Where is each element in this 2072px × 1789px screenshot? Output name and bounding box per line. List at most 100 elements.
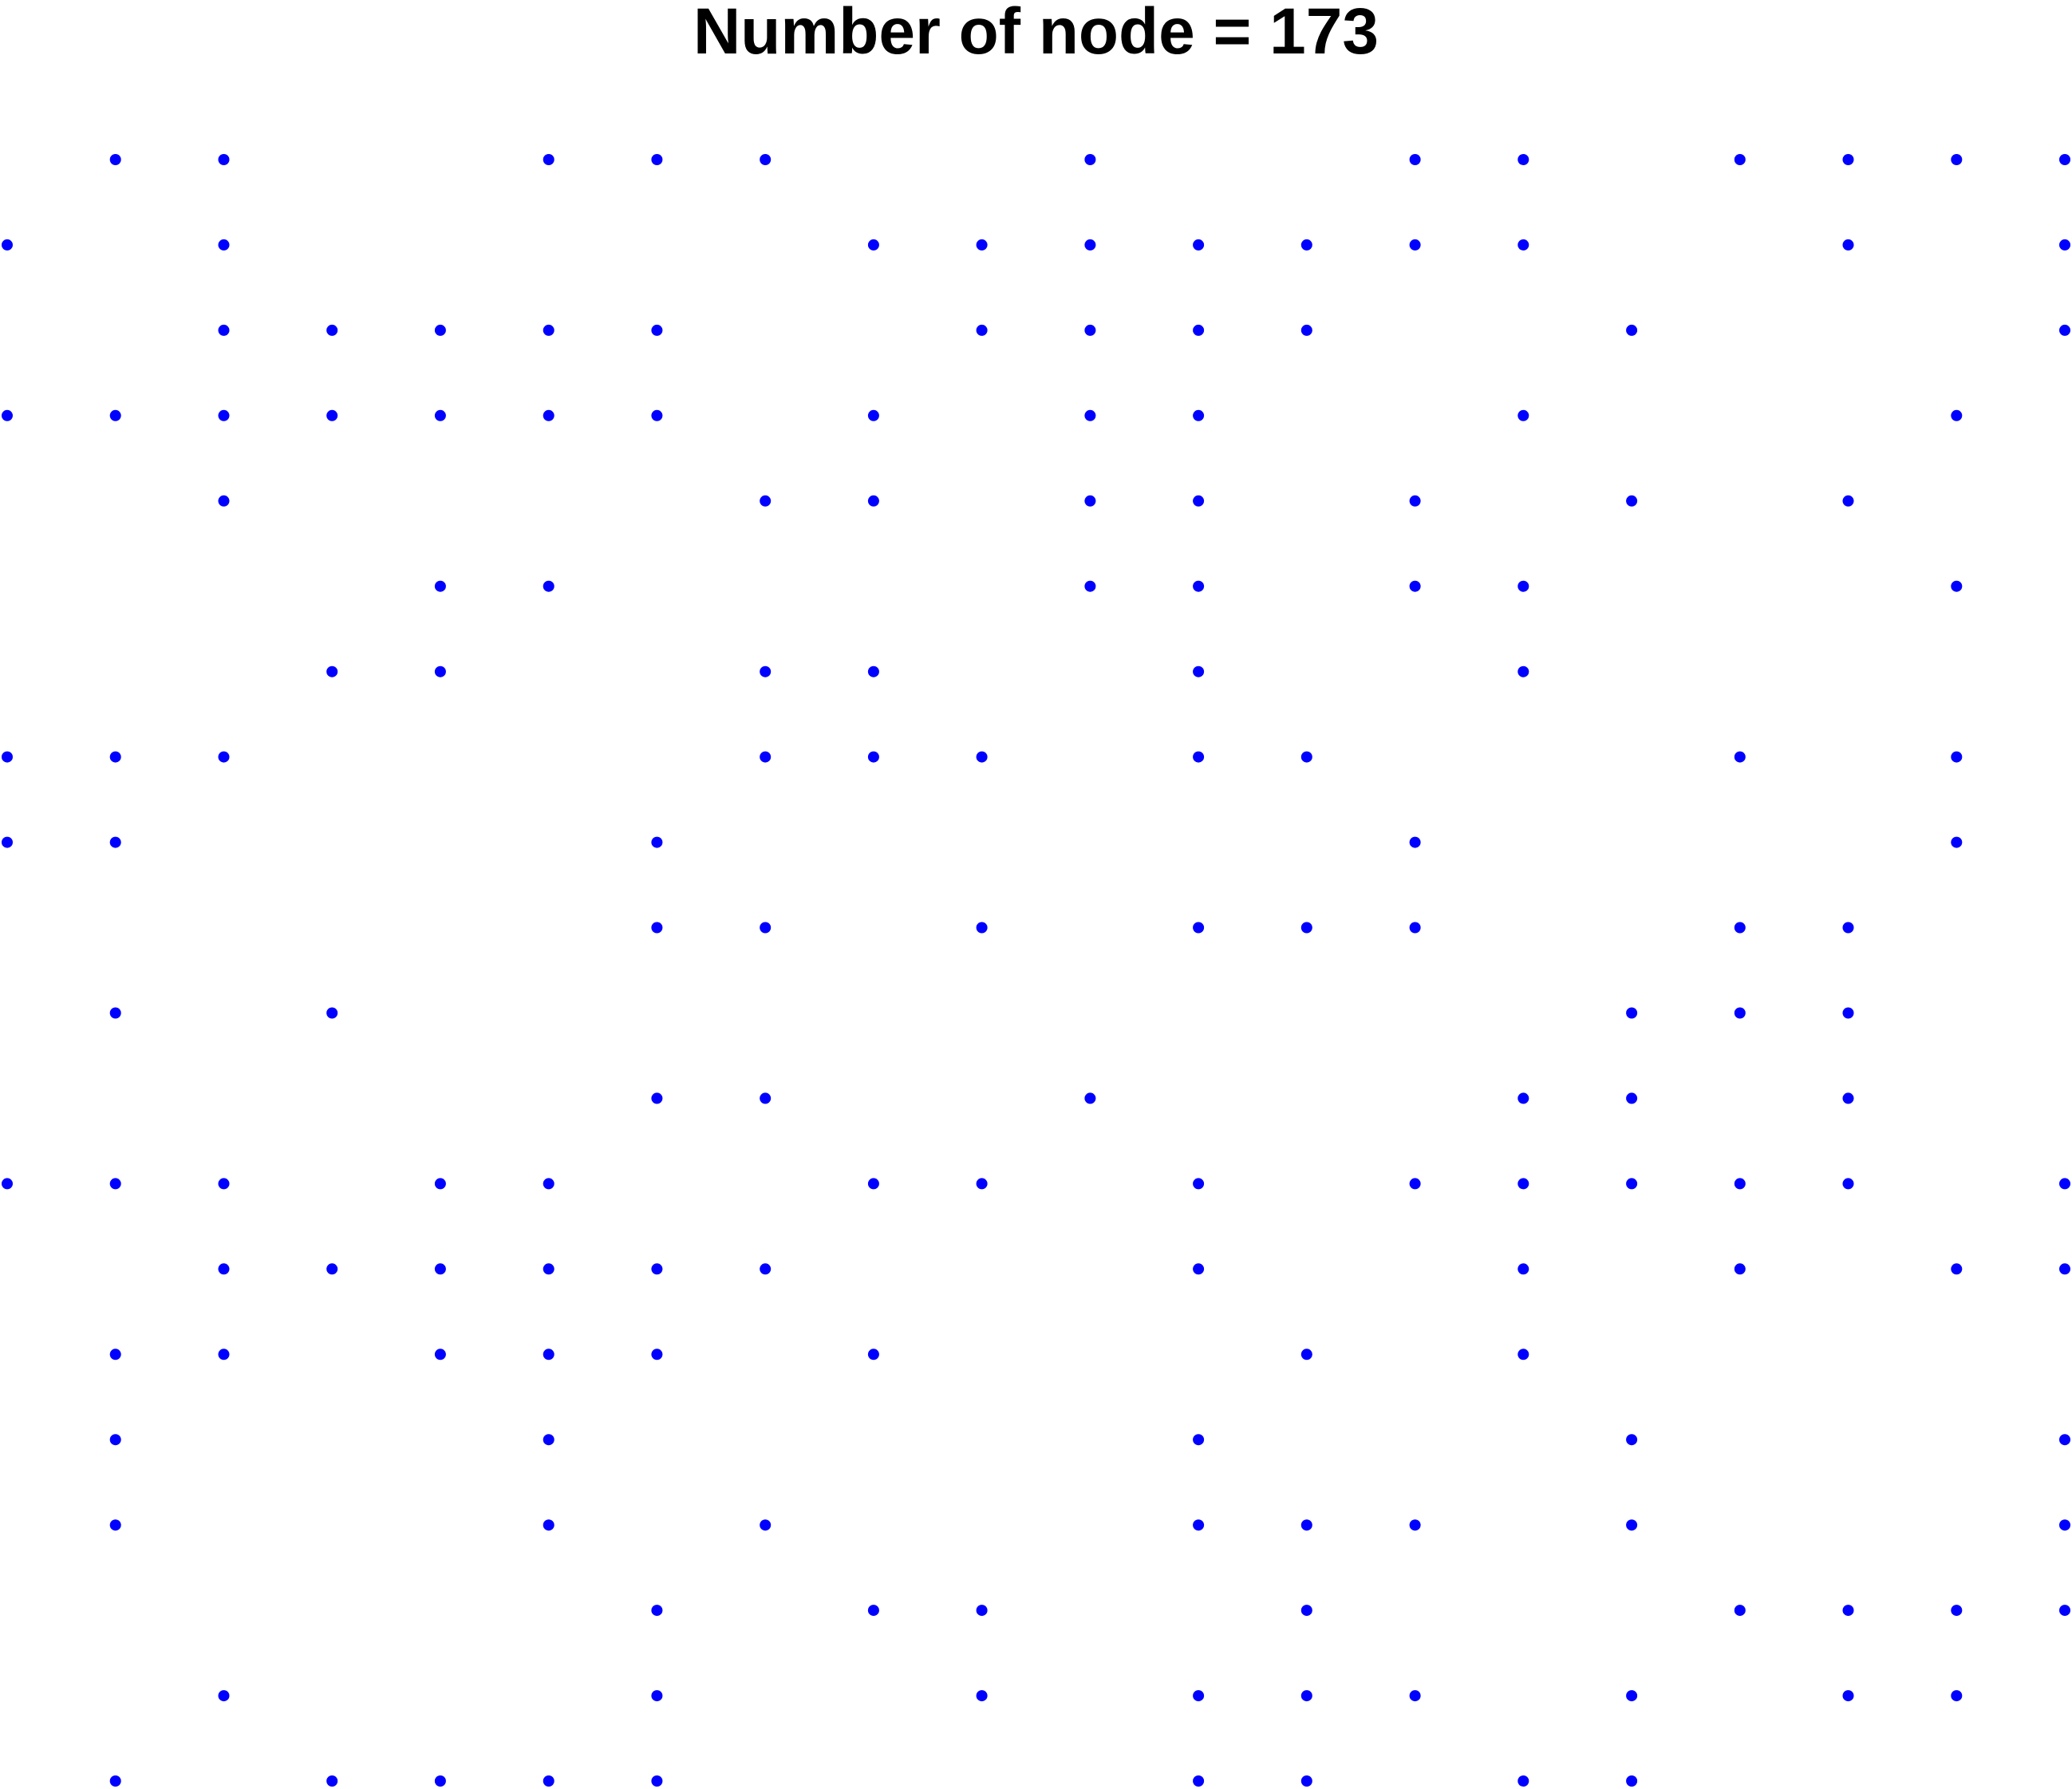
data-point [109,836,121,848]
data-point [1300,1690,1312,1702]
data-point [1517,239,1529,251]
data-point [1626,495,1638,507]
data-point [1193,1775,1205,1787]
data-point [1626,1092,1638,1104]
data-point [326,665,338,677]
data-point [109,1434,121,1446]
data-point [1084,495,1096,507]
data-point [1734,922,1746,934]
data-point [1084,409,1096,421]
data-point [1951,1263,1963,1275]
data-point [1517,1178,1529,1190]
data-point [1409,580,1421,592]
data-point [1626,1519,1638,1531]
data-point [1409,1690,1421,1702]
data-point [1300,1519,1312,1531]
data-point [434,1263,446,1275]
data-point [434,1178,446,1190]
data-point [1300,1349,1312,1361]
data-point [1951,836,1963,848]
data-point [1517,1349,1529,1361]
data-point [1084,324,1096,336]
data-point [1084,154,1096,165]
data-point [2,239,13,251]
data-point [1300,1775,1312,1787]
data-point [1842,1690,1854,1702]
data-point [1300,1605,1312,1617]
data-point [1517,1775,1529,1787]
data-point [651,409,663,421]
data-point [1626,1178,1638,1190]
data-point [2059,1519,2070,1531]
data-point [109,1178,121,1190]
data-point [2,409,13,421]
data-point [1842,1007,1854,1019]
data-point [976,1178,988,1190]
data-point [1409,836,1421,848]
data-point [218,495,230,507]
data-point [976,751,988,763]
data-point [1193,580,1205,592]
data-point [1300,922,1312,934]
data-point [2,1178,13,1190]
data-point [1193,409,1205,421]
data-point [1734,751,1746,763]
data-point [434,324,446,336]
data-point [543,154,555,165]
data-point [1626,1007,1638,1019]
data-point [976,922,988,934]
data-point [651,154,663,165]
data-point [326,1263,338,1275]
data-point [326,1775,338,1787]
data-point [651,1349,663,1361]
data-point [109,409,121,421]
data-point [543,1434,555,1446]
data-point [867,1349,879,1361]
data-point [2059,154,2070,165]
data-point [1300,324,1312,336]
data-point [2,751,13,763]
data-point [1300,239,1312,251]
data-point [2,836,13,848]
data-point [1193,1263,1205,1275]
data-point [1951,751,1963,763]
data-point [218,239,230,251]
data-point [2059,1605,2070,1617]
data-point [867,665,879,677]
data-point [326,324,338,336]
data-point [651,922,663,934]
data-point [218,1690,230,1702]
data-point [1734,1178,1746,1190]
data-point [2059,324,2070,336]
data-point [976,1605,988,1617]
data-point [543,1775,555,1787]
data-point [867,239,879,251]
data-point [218,751,230,763]
data-point [1409,239,1421,251]
data-point [867,751,879,763]
data-point [1951,580,1963,592]
data-point [1084,239,1096,251]
data-point [543,1263,555,1275]
data-point [1517,580,1529,592]
data-point [326,1007,338,1019]
chart-title: Number of node = 173 [693,0,1379,68]
data-point [326,409,338,421]
data-point [109,154,121,165]
data-point [1951,154,1963,165]
data-point [976,239,988,251]
data-point [1193,1519,1205,1531]
data-point [218,1263,230,1275]
data-point [760,1519,772,1531]
data-point [1626,1690,1638,1702]
data-point [543,1519,555,1531]
data-point [867,409,879,421]
data-point [1626,324,1638,336]
data-point [1084,1092,1096,1104]
data-point [434,409,446,421]
data-point [1193,1434,1205,1446]
data-point [1734,1605,1746,1617]
data-point [867,1605,879,1617]
data-point [1084,580,1096,592]
